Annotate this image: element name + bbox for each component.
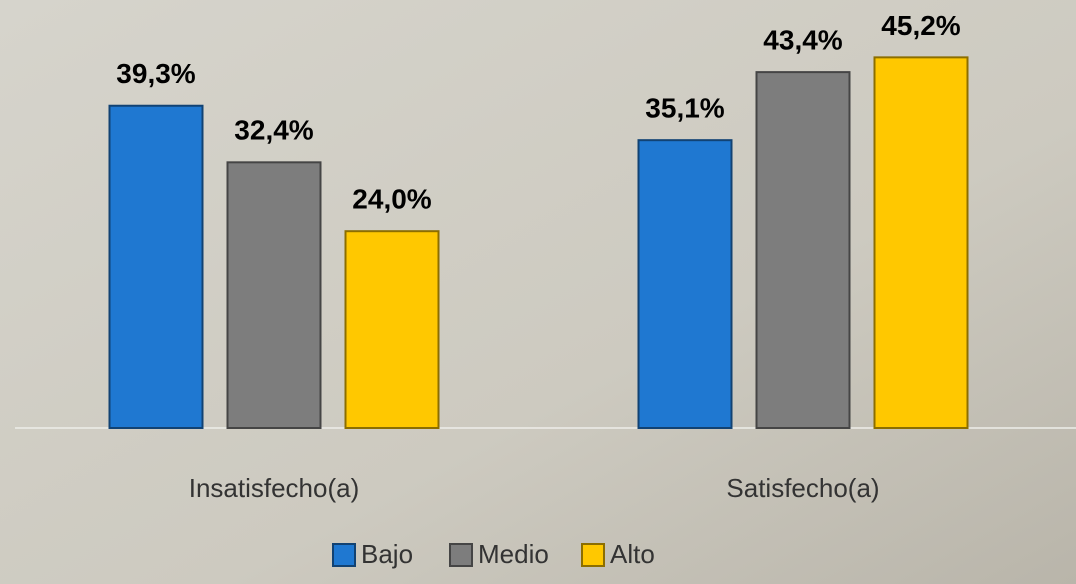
value-label: 45,2% [881,10,960,41]
legend-label: Bajo [361,539,413,569]
bar [757,72,850,428]
x-tick-label: Insatisfecho(a) [189,473,360,503]
page: 39,3% 35,1% 32,4% 43,4% 24,0% 45,2% Insatisfec… [0,0,1076,584]
chart: 39,3% 35,1% 32,4% 43,4% 24,0% 45,2% Insatisfec… [0,0,1076,584]
legend-label: Medio [478,539,549,569]
value-label: 43,4% [763,25,842,56]
bar [639,140,732,428]
x-tick-label: Satisfecho(a) [726,473,879,503]
value-label: 35,1% [645,93,724,124]
legend-swatch [582,544,604,566]
bar [228,162,321,428]
bar [110,106,203,428]
bar [875,57,968,428]
legend-label: Alto [610,539,655,569]
value-label: 39,3% [116,58,195,89]
bar [346,231,439,428]
legend-swatch [333,544,355,566]
value-label: 32,4% [234,115,313,146]
legend-swatch [450,544,472,566]
value-label: 24,0% [352,184,431,215]
